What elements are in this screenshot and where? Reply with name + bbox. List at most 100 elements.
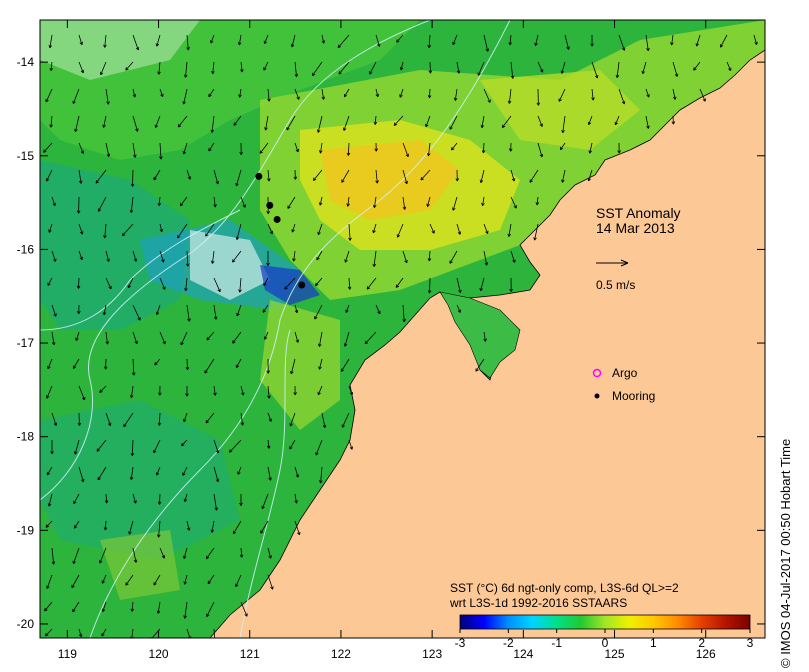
current-vector-head bbox=[72, 365, 77, 369]
current-vector-head bbox=[217, 288, 221, 293]
current-vector bbox=[212, 61, 215, 74]
mooring-legend-marker bbox=[594, 393, 600, 399]
current-vector-head bbox=[204, 370, 208, 374]
current-vector bbox=[48, 223, 53, 233]
current-vector-head bbox=[475, 368, 479, 372]
current-vector bbox=[105, 142, 110, 157]
current-vector bbox=[240, 196, 246, 208]
current-vector bbox=[672, 61, 678, 77]
vector-scale-arrowhead bbox=[620, 259, 629, 267]
current-vector-head bbox=[290, 44, 295, 48]
y-tick-label: -16 bbox=[17, 242, 35, 256]
current-vector bbox=[429, 88, 431, 98]
current-vector-head bbox=[160, 93, 164, 98]
current-vector-head bbox=[268, 555, 272, 559]
current-vector-head bbox=[349, 446, 354, 450]
current-vector bbox=[588, 169, 593, 182]
current-vector-head bbox=[456, 70, 461, 74]
current-vector bbox=[122, 223, 134, 237]
current-vector bbox=[78, 385, 86, 401]
current-vector-head bbox=[45, 98, 49, 103]
current-vector-head bbox=[45, 178, 50, 182]
current-vector bbox=[347, 196, 350, 207]
current-vector bbox=[449, 250, 458, 264]
current-vector bbox=[481, 115, 485, 128]
current-vector-head bbox=[369, 71, 373, 75]
current-vector-head bbox=[46, 585, 50, 589]
current-vector bbox=[206, 547, 215, 559]
current-vector-head bbox=[95, 180, 99, 184]
current-vector-head bbox=[105, 341, 110, 345]
current-vector bbox=[213, 196, 216, 208]
current-vector-head bbox=[187, 318, 191, 322]
mooring-marker bbox=[255, 172, 263, 180]
current-vector-head bbox=[485, 48, 490, 52]
current-vector bbox=[155, 115, 161, 128]
current-vector bbox=[267, 385, 270, 399]
current-vector bbox=[186, 304, 190, 322]
current-vector bbox=[99, 547, 107, 564]
current-vector bbox=[51, 412, 57, 426]
current-vector bbox=[508, 223, 512, 237]
current-vector bbox=[130, 196, 134, 213]
current-vector-head bbox=[235, 183, 239, 187]
current-vector bbox=[395, 277, 404, 288]
current-vector bbox=[287, 196, 296, 209]
current-vector bbox=[375, 304, 381, 314]
current-vector bbox=[47, 358, 53, 370]
current-vector-head bbox=[215, 478, 220, 483]
current-vector-head bbox=[399, 66, 404, 71]
current-vector bbox=[51, 250, 56, 262]
current-vector-head bbox=[558, 98, 562, 102]
current-vector-head bbox=[269, 230, 273, 235]
colorbar-tick-label: 3 bbox=[747, 636, 754, 650]
current-vector bbox=[239, 88, 242, 98]
credit-text: © IMOS 04-Jul-2017 00:50 Hobart Time bbox=[778, 438, 793, 668]
current-vector bbox=[343, 115, 350, 131]
current-vector bbox=[267, 574, 274, 590]
current-vector bbox=[291, 223, 296, 233]
current-vector bbox=[132, 331, 138, 344]
current-vector bbox=[132, 358, 135, 376]
current-vector-head bbox=[539, 153, 544, 158]
current-vector-head bbox=[51, 561, 56, 565]
current-vector-head bbox=[104, 500, 109, 504]
current-vector-head bbox=[103, 235, 107, 239]
current-vector bbox=[347, 142, 350, 156]
current-vector bbox=[537, 142, 543, 158]
current-vector bbox=[502, 115, 512, 128]
current-vector bbox=[534, 223, 539, 241]
current-vector bbox=[153, 439, 161, 454]
current-vector-head bbox=[404, 180, 408, 185]
current-vector bbox=[321, 34, 325, 44]
current-vector bbox=[212, 250, 215, 264]
current-vector-head bbox=[674, 73, 679, 77]
current-vector bbox=[104, 223, 107, 239]
current-vector bbox=[508, 88, 512, 104]
current-vector-head bbox=[153, 449, 157, 454]
current-vector bbox=[101, 574, 107, 584]
current-vector-head bbox=[72, 608, 76, 613]
current-vector-head bbox=[183, 418, 187, 423]
current-vector bbox=[104, 34, 107, 48]
current-vector-head bbox=[207, 580, 211, 585]
current-vector bbox=[240, 61, 243, 73]
current-vector bbox=[344, 250, 350, 263]
current-vector bbox=[428, 250, 431, 262]
current-vector-head bbox=[566, 46, 570, 50]
current-vector bbox=[338, 61, 350, 75]
current-vector bbox=[132, 250, 137, 262]
current-vector-head bbox=[263, 282, 267, 287]
current-vector bbox=[454, 88, 458, 101]
current-vector bbox=[483, 250, 488, 266]
current-vector bbox=[348, 277, 351, 290]
current-vector bbox=[78, 628, 82, 637]
current-vector bbox=[72, 88, 80, 104]
current-vector bbox=[213, 304, 217, 320]
current-vector-head bbox=[76, 210, 81, 214]
current-vector bbox=[235, 574, 242, 587]
current-vector-head bbox=[206, 555, 210, 560]
current-vector-head bbox=[101, 580, 105, 584]
current-vector bbox=[561, 169, 566, 183]
current-vector bbox=[46, 169, 53, 182]
